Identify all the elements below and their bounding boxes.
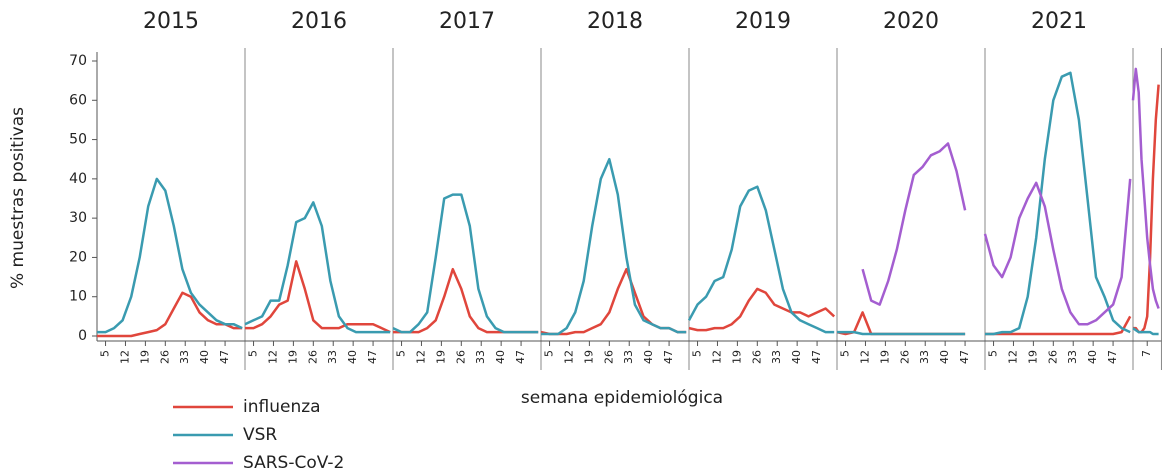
y-tick-label: 10	[69, 289, 87, 305]
x-tick-label: 26	[454, 350, 467, 364]
x-tick-label: 47	[514, 350, 527, 364]
x-tick-label: 19	[138, 350, 151, 364]
panel-title: 2016	[291, 9, 347, 34]
x-tick-label: 40	[346, 350, 359, 364]
series-line	[97, 291, 243, 338]
x-tick-label: 5	[99, 350, 112, 357]
x-tick-label: 40	[494, 350, 507, 364]
y-tick-label: 40	[69, 171, 87, 187]
x-axis-label: semana epidemiológica	[521, 388, 723, 408]
x-tick-label: 26	[1046, 350, 1059, 364]
series-line	[687, 185, 835, 334]
x-tick-label: 7	[1140, 350, 1153, 357]
x-tick-label: 5	[987, 350, 1000, 357]
panel-title: 2021	[1031, 9, 1087, 34]
series-line	[985, 71, 1131, 336]
legend-label: influenza	[243, 397, 321, 417]
y-tick-label: 50	[69, 132, 87, 148]
x-tick-label: 19	[1026, 350, 1039, 364]
series-line	[541, 157, 687, 336]
x-tick-label: 12	[118, 350, 131, 364]
x-tick-label: 5	[395, 350, 408, 357]
y-tick-label: 20	[69, 249, 87, 265]
legend-label: VSR	[243, 425, 277, 445]
x-tick-label: 5	[691, 350, 704, 357]
x-tick-label: 12	[858, 350, 871, 364]
x-tick-label: 5	[839, 350, 852, 357]
series-line	[245, 260, 391, 334]
panel-title: 2018	[587, 9, 643, 34]
series-line	[540, 267, 687, 336]
x-tick-label: 33	[326, 350, 339, 364]
x-tick-label: 47	[366, 350, 379, 364]
series-line	[1131, 67, 1160, 309]
y-tick-label: 0	[78, 328, 87, 344]
x-tick-label: 47	[810, 350, 823, 364]
series-line	[837, 330, 966, 336]
series-line	[985, 315, 1132, 336]
x-tick-label: 19	[434, 350, 447, 364]
x-tick-label: 33	[622, 350, 635, 364]
panel-title: 2017	[439, 9, 495, 34]
x-tick-label: 40	[790, 350, 803, 364]
x-tick-label: 47	[1106, 350, 1119, 364]
series-line	[393, 267, 539, 334]
series-line	[392, 193, 539, 334]
x-tick-label: 40	[938, 350, 951, 364]
x-tick-label: 40	[1086, 350, 1099, 364]
y-tick-label: 60	[69, 92, 87, 108]
x-tick-label: 12	[562, 350, 575, 364]
x-tick-label: 47	[218, 350, 231, 364]
x-tick-label: 12	[266, 350, 279, 364]
series-line	[836, 311, 966, 336]
x-tick-label: 33	[178, 350, 191, 364]
x-tick-label: 19	[582, 350, 595, 364]
x-tick-label: 12	[1006, 350, 1019, 364]
series-line	[983, 178, 1132, 326]
y-tick-label: 30	[69, 210, 87, 226]
x-tick-label: 26	[898, 350, 911, 364]
x-tick-label: 5	[543, 350, 556, 357]
x-tick-label: 19	[730, 350, 743, 364]
series-line	[1132, 327, 1159, 336]
x-tick-label: 12	[710, 350, 723, 364]
x-tick-label: 5	[247, 350, 260, 357]
series-line	[97, 177, 243, 334]
x-tick-label: 19	[878, 350, 891, 364]
x-tick-label: 47	[662, 350, 675, 364]
x-tick-label: 33	[918, 350, 931, 364]
panel-title: 2015	[143, 9, 199, 34]
x-tick-label: 33	[474, 350, 487, 364]
panel-title: 2019	[735, 9, 791, 34]
y-tick-label: 70	[69, 53, 87, 69]
x-tick-label: 26	[750, 350, 763, 364]
series-line	[244, 201, 391, 334]
y-axis-label: % muestras positivas	[8, 107, 28, 289]
panel-title: 2020	[883, 9, 939, 34]
x-tick-label: 40	[198, 350, 211, 364]
x-tick-label: 47	[958, 350, 971, 364]
x-tick-label: 26	[158, 350, 171, 364]
x-tick-label: 26	[602, 350, 615, 364]
x-tick-label: 33	[770, 350, 783, 364]
x-tick-label: 33	[1066, 350, 1079, 364]
x-tick-label: 12	[414, 350, 427, 364]
x-tick-label: 19	[286, 350, 299, 364]
x-tick-label: 40	[642, 350, 655, 364]
series-line	[688, 287, 836, 332]
legend-label: SARS-CoV-2	[243, 453, 344, 473]
x-tick-label: 26	[306, 350, 319, 364]
series-line	[861, 142, 967, 306]
